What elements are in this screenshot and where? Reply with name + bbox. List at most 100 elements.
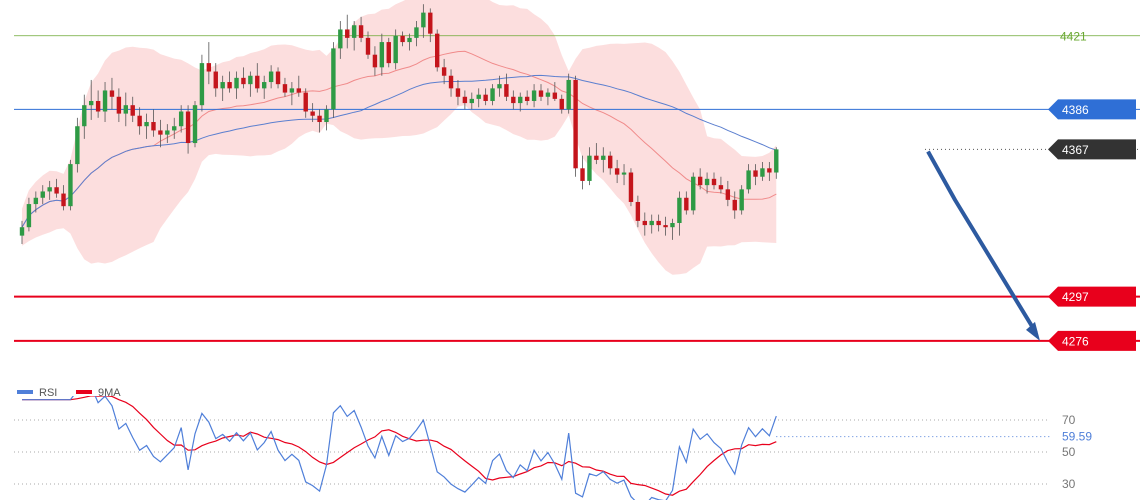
candle-body — [711, 178, 717, 186]
candle-body — [386, 42, 391, 64]
candle-body — [552, 92, 558, 99]
candle-body — [566, 79, 571, 110]
candle-body — [123, 105, 128, 114]
candle-body — [338, 29, 343, 49]
candle-body — [158, 130, 163, 135]
candle-body — [635, 201, 641, 221]
ma50-line — [21, 74, 777, 228]
candle-body — [310, 111, 315, 116]
candle-body — [684, 197, 689, 211]
level-tag-4297 — [1048, 286, 1136, 307]
candle-body — [767, 168, 772, 173]
rsi-tick-50: 50 — [1062, 445, 1076, 459]
level-label-4297: 4297 — [1062, 290, 1089, 304]
candle-body — [663, 225, 668, 228]
candle-body — [490, 88, 495, 101]
candle-body — [670, 223, 675, 228]
candle-body — [538, 90, 544, 97]
candle-body — [725, 189, 731, 200]
candle-body — [248, 75, 253, 85]
candle-body — [428, 12, 433, 34]
candle-body — [165, 130, 170, 135]
candle-body — [642, 220, 647, 226]
level-label-4367: 4367 — [1062, 143, 1089, 157]
candle-body — [185, 111, 191, 144]
rsi-line — [22, 396, 777, 500]
candle-body — [345, 29, 350, 38]
candle-body — [296, 88, 301, 93]
forecast-arrow — [926, 150, 1040, 341]
candle-body — [234, 77, 239, 89]
candle-body — [677, 197, 682, 224]
candle-body — [421, 12, 426, 28]
candle-body — [372, 54, 378, 68]
candle-body — [102, 90, 108, 112]
level-label-4276: 4276 — [1062, 334, 1089, 348]
candle-body — [476, 94, 481, 99]
candle-body — [227, 82, 232, 89]
candle-body — [739, 189, 744, 211]
candle-body — [54, 187, 59, 194]
candle-body — [137, 115, 142, 127]
candle-body — [518, 96, 523, 104]
candle-body — [608, 155, 613, 169]
candle-body — [691, 176, 696, 211]
candle-body — [317, 115, 322, 123]
candle-body — [151, 122, 156, 131]
candle-body — [760, 168, 765, 177]
candle-body — [172, 126, 177, 131]
candle-body — [704, 178, 710, 186]
candle-body — [130, 105, 135, 116]
legend-label-9ma: 9MA — [98, 387, 121, 399]
candle-body — [303, 92, 308, 112]
candle-body — [26, 204, 32, 228]
candle-body — [358, 25, 364, 38]
level-tag-4386 — [1048, 99, 1136, 120]
candle-body — [82, 105, 87, 127]
candle-body — [275, 71, 281, 85]
candle-body — [400, 35, 405, 43]
candle-body — [435, 33, 440, 68]
candle-body — [559, 98, 564, 110]
candle-body — [656, 220, 661, 226]
candle-body — [351, 25, 357, 38]
candle-body — [282, 84, 288, 93]
candle-body — [213, 71, 218, 89]
level-label-4421: 4421 — [1060, 29, 1087, 43]
candle-body — [621, 172, 627, 175]
candle-body — [628, 172, 634, 202]
candle-body — [511, 96, 516, 104]
candle-body — [614, 168, 620, 175]
candle-body — [601, 155, 606, 160]
rsi-panel: 70 50 30 59.59 RSI 9MA — [14, 387, 1092, 500]
candle-body — [324, 109, 329, 123]
candle-body — [718, 185, 724, 190]
candle-body — [393, 35, 398, 64]
level-tag-4367 — [1048, 139, 1136, 160]
candle-body — [61, 193, 66, 207]
candle-body — [47, 187, 52, 192]
candle-body — [580, 168, 585, 181]
candle-body — [545, 92, 551, 97]
candle-body — [19, 227, 25, 236]
level-tag-4276 — [1048, 330, 1136, 351]
candle-body — [95, 100, 101, 112]
moving-averages — [21, 50, 777, 228]
legend-swatch-rsi — [17, 390, 33, 394]
candle-body — [33, 197, 39, 205]
forecast-arrow-line — [926, 150, 1038, 334]
candle-body — [178, 111, 184, 127]
candle-body — [746, 170, 751, 190]
rsi-current-label: 59.59 — [1062, 430, 1092, 444]
candle-body — [262, 82, 267, 89]
candle-body — [483, 94, 488, 101]
candle-body — [241, 77, 246, 85]
candle-body — [268, 71, 274, 83]
legend-label-rsi: RSI — [39, 387, 57, 399]
candle-body — [455, 88, 461, 97]
candle-body — [504, 84, 509, 97]
candle-body — [531, 90, 537, 101]
candle-body — [469, 98, 474, 104]
candle-body — [255, 75, 260, 89]
